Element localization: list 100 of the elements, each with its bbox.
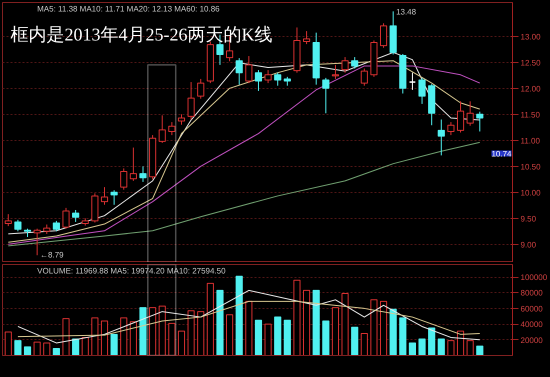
candlestick: [254, 70, 262, 92]
bar: [351, 326, 358, 356]
annotation: 13.48: [396, 7, 417, 16]
annotation: ←8.79: [40, 250, 64, 260]
candlestick: [245, 56, 252, 84]
bar: [293, 280, 301, 356]
bar: [408, 342, 416, 356]
y-tick-label: 40000: [520, 320, 544, 330]
bar: [62, 318, 70, 356]
bar: [380, 300, 388, 356]
candlestick: [341, 56, 349, 74]
y-tick-label: 12.50: [520, 58, 542, 68]
line-series: [8, 142, 480, 246]
chart-subtitle: MA5: 11.38 MA10: 11.71 MA20: 12.13 MA60: 10.86: [37, 4, 220, 14]
bar: [110, 334, 118, 356]
bar: [341, 293, 349, 356]
bar: [476, 346, 484, 356]
candlestick: [100, 186, 108, 206]
candlestick: [158, 114, 166, 144]
candlestick: [139, 166, 147, 182]
bar: [399, 317, 406, 356]
bar: [91, 317, 98, 356]
line-series: [17, 300, 480, 338]
candlestick: [168, 122, 176, 136]
bar: [4, 331, 12, 356]
candlestick: [236, 58, 243, 86]
y-tick-label: 9.50: [520, 214, 537, 224]
candlestick: [438, 119, 445, 156]
candlestick: [72, 209, 80, 222]
bar: [332, 307, 340, 356]
candlestick: [14, 219, 22, 232]
candlestick: [62, 207, 70, 230]
bar: [52, 348, 60, 356]
bar: [168, 322, 176, 356]
bar: [206, 282, 214, 356]
bar: [14, 340, 22, 356]
bar: [34, 342, 41, 356]
bar: [216, 290, 224, 356]
bar: [43, 342, 50, 356]
bar: [428, 328, 436, 356]
bar: [130, 321, 137, 356]
candlestick: [274, 72, 282, 86]
candlestick: [130, 147, 137, 182]
bar: [438, 338, 445, 356]
bar: [312, 290, 320, 356]
bar: [178, 330, 186, 356]
bar: [447, 340, 454, 356]
bar: [100, 320, 108, 356]
candlestick: [466, 100, 474, 126]
y-tick-label: 10.00: [520, 188, 542, 198]
bar: [360, 333, 368, 356]
y-tick-label: 13.00: [520, 32, 542, 42]
bar: [284, 320, 291, 356]
bar: [264, 324, 272, 356]
candlestick: [52, 220, 60, 232]
bar: [120, 317, 128, 356]
y-tick-label: 11.50: [520, 110, 540, 120]
bar: [24, 346, 32, 356]
bar: [188, 310, 195, 356]
text: 10.74: [491, 150, 512, 158]
candlestick: [408, 72, 416, 90]
candlestick: [34, 228, 41, 256]
candlestick: [447, 122, 454, 136]
candlestick: [302, 30, 310, 45]
bar: [322, 320, 330, 356]
bar: [418, 338, 426, 356]
bar: [390, 308, 397, 356]
bar: [158, 306, 166, 356]
candlestick: [360, 68, 368, 86]
candlestick: [380, 22, 388, 48]
bar: [72, 338, 80, 356]
bar: [245, 300, 252, 356]
candlestick: [322, 77, 330, 114]
chart-subtitle: VOLUME: 11969.88 MA5: 19974.20 MA10: 27594.50: [37, 266, 226, 276]
y-tick-label: 11.00: [520, 136, 540, 146]
y-tick-label: 9.00: [520, 240, 537, 250]
candlestick: [4, 214, 12, 227]
candlestick: [110, 190, 118, 206]
bar: [274, 316, 282, 356]
candlestick: [456, 100, 464, 133]
y-tick-label: 80000: [520, 288, 544, 298]
bar: [82, 336, 89, 356]
candlestick: [43, 224, 50, 234]
candlestick: [188, 82, 195, 120]
candlestick: [197, 78, 204, 100]
candlestick: [178, 114, 186, 126]
candlestick: [264, 70, 272, 84]
bar: [197, 311, 204, 356]
candlestick: [418, 77, 426, 104]
candlestick: [332, 64, 340, 80]
y-tick-label: 100000: [520, 273, 548, 282]
line-series: [17, 290, 480, 344]
bar: [254, 320, 262, 356]
y-tick-label: 12.00: [520, 84, 542, 94]
candlestick: [351, 56, 358, 70]
bar: [149, 307, 156, 356]
candlestick: [120, 168, 128, 190]
bar: [302, 290, 310, 356]
bar: [236, 276, 243, 356]
y-tick-label: 20000: [520, 336, 544, 345]
